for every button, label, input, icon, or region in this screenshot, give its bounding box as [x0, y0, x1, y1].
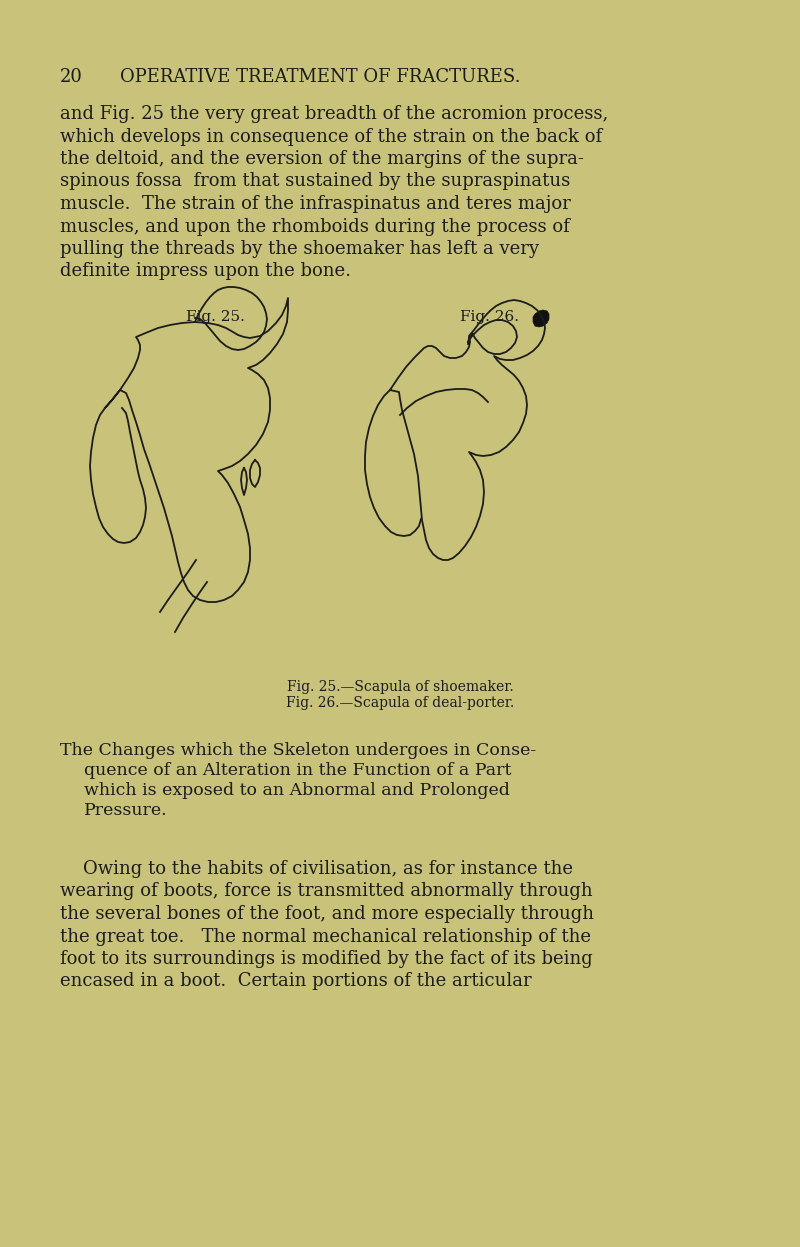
- Text: 20: 20: [60, 69, 83, 86]
- Text: and Fig. 25 the very great breadth of the acromion process,: and Fig. 25 the very great breadth of th…: [60, 105, 608, 123]
- Text: wearing of boots, force is transmitted abnormally through: wearing of boots, force is transmitted a…: [60, 883, 593, 900]
- Text: quence of an Alteration in the Function of a Part: quence of an Alteration in the Function …: [84, 762, 511, 779]
- Text: the several bones of the foot, and more especially through: the several bones of the foot, and more …: [60, 905, 594, 923]
- Polygon shape: [533, 311, 549, 327]
- Text: Owing to the habits of civilisation, as for instance the: Owing to the habits of civilisation, as …: [60, 860, 573, 878]
- Text: Fig. 25.: Fig. 25.: [186, 311, 245, 324]
- Text: foot to its surroundings is modified by the fact of its being: foot to its surroundings is modified by …: [60, 950, 593, 968]
- Text: pulling the threads by the shoemaker has left a very: pulling the threads by the shoemaker has…: [60, 239, 539, 258]
- Text: encased in a boot.  Certain portions of the articular: encased in a boot. Certain portions of t…: [60, 973, 532, 990]
- Text: The Changes which the Skeleton undergoes in Conse-: The Changes which the Skeleton undergoes…: [60, 742, 536, 759]
- Text: the great toe.   The normal mechanical relationship of the: the great toe. The normal mechanical rel…: [60, 928, 591, 945]
- Text: which is exposed to an Abnormal and Prolonged: which is exposed to an Abnormal and Prol…: [84, 782, 510, 799]
- Text: the deltoid, and the eversion of the margins of the supra-: the deltoid, and the eversion of the mar…: [60, 150, 584, 168]
- Text: OPERATIVE TREATMENT OF FRACTURES.: OPERATIVE TREATMENT OF FRACTURES.: [120, 69, 521, 86]
- Text: Pressure.: Pressure.: [84, 802, 168, 819]
- Text: muscles, and upon the rhomboids during the process of: muscles, and upon the rhomboids during t…: [60, 217, 570, 236]
- Text: Fig. 26.: Fig. 26.: [461, 311, 519, 324]
- Text: Fig. 26.—Scapula of deal-porter.: Fig. 26.—Scapula of deal-porter.: [286, 696, 514, 710]
- Text: spinous fossa  from that sustained by the supraspinatus: spinous fossa from that sustained by the…: [60, 172, 570, 191]
- Text: muscle.  The strain of the infraspinatus and teres major: muscle. The strain of the infraspinatus …: [60, 195, 570, 213]
- Text: definite impress upon the bone.: definite impress upon the bone.: [60, 263, 351, 281]
- Text: Fig. 25.—Scapula of shoemaker.: Fig. 25.—Scapula of shoemaker.: [286, 680, 514, 695]
- Text: which develops in consequence of the strain on the back of: which develops in consequence of the str…: [60, 127, 602, 146]
